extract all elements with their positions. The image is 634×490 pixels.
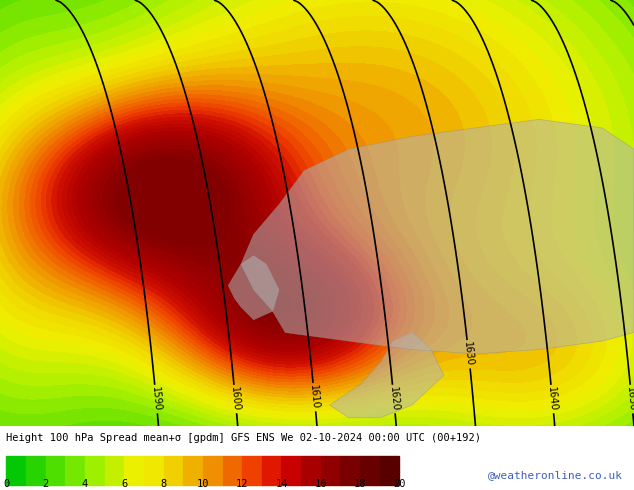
Text: 1590: 1590 bbox=[150, 386, 162, 412]
Text: 6: 6 bbox=[121, 479, 127, 489]
Bar bbox=[46, 456, 65, 485]
Text: 1610: 1610 bbox=[308, 385, 321, 410]
Bar bbox=[340, 456, 360, 485]
Bar bbox=[124, 456, 144, 485]
Bar bbox=[164, 456, 183, 485]
Bar bbox=[26, 456, 46, 485]
Bar bbox=[6, 456, 26, 485]
Bar bbox=[360, 456, 380, 485]
Text: @weatheronline.co.uk: @weatheronline.co.uk bbox=[488, 470, 623, 480]
Text: 1640: 1640 bbox=[547, 387, 559, 412]
Text: 16: 16 bbox=[314, 479, 327, 489]
Bar bbox=[262, 456, 281, 485]
Bar bbox=[281, 456, 301, 485]
Text: 1650: 1650 bbox=[626, 386, 634, 412]
Bar bbox=[183, 456, 203, 485]
Text: 1600: 1600 bbox=[230, 387, 242, 412]
Text: 14: 14 bbox=[275, 479, 288, 489]
Text: 18: 18 bbox=[354, 479, 366, 489]
Bar bbox=[105, 456, 124, 485]
Bar bbox=[144, 456, 164, 485]
Bar bbox=[203, 456, 223, 485]
Text: 2: 2 bbox=[42, 479, 49, 489]
Bar bbox=[223, 456, 242, 485]
Text: 1630: 1630 bbox=[462, 342, 475, 367]
Bar bbox=[85, 456, 105, 485]
Text: 12: 12 bbox=[236, 479, 249, 489]
Bar bbox=[380, 456, 399, 485]
Bar bbox=[242, 456, 262, 485]
Text: Height 100 hPa Spread mean+σ [gpdm] GFS ENS We 02-10-2024 00:00 UTC (00+192): Height 100 hPa Spread mean+σ [gpdm] GFS … bbox=[6, 433, 481, 443]
Bar bbox=[65, 456, 85, 485]
Text: 10: 10 bbox=[197, 479, 209, 489]
Text: 1620: 1620 bbox=[388, 386, 400, 412]
Text: 20: 20 bbox=[393, 479, 406, 489]
Bar bbox=[301, 456, 321, 485]
Bar bbox=[321, 456, 340, 485]
Text: 8: 8 bbox=[160, 479, 167, 489]
Text: 4: 4 bbox=[82, 479, 88, 489]
Text: 0: 0 bbox=[3, 479, 10, 489]
